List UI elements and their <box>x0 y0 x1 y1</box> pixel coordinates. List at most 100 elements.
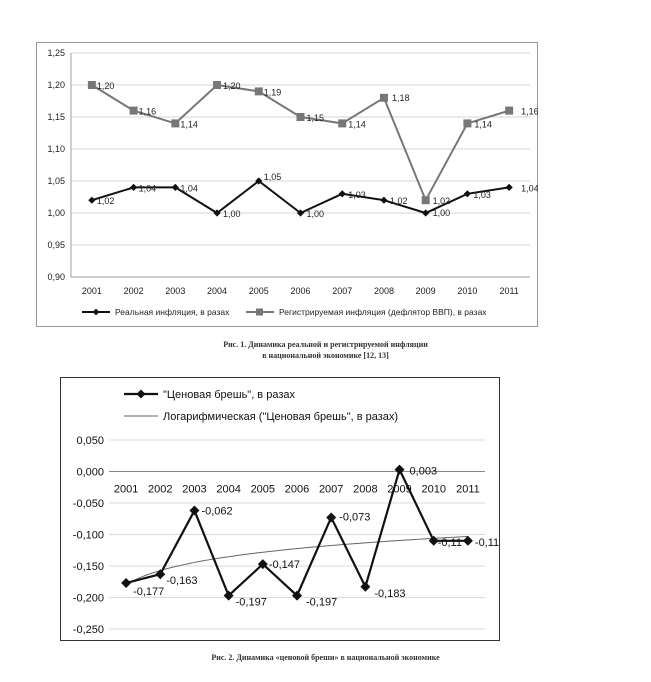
data-label: 1,02 <box>433 196 451 206</box>
data-point-square <box>463 119 472 128</box>
y-tick-label: 0,95 <box>47 240 65 250</box>
data-point-diamond <box>213 209 221 217</box>
data-label: 1,20 <box>97 81 115 91</box>
data-label: 1,14 <box>180 119 198 129</box>
data-label: -0,183 <box>374 588 405 600</box>
x-tick-label: 2010 <box>421 484 445 496</box>
legend-marker-square <box>256 308 263 316</box>
x-tick-label: 2007 <box>332 286 352 296</box>
x-tick-label: 2002 <box>124 286 144 296</box>
data-label: -0,197 <box>306 597 337 609</box>
data-point-square <box>505 106 514 115</box>
data-point-diamond <box>121 578 132 589</box>
data-label: 1,16 <box>521 107 538 117</box>
legend-label: Регистрируемая инфляция (дефлятор ВВП), … <box>279 307 487 317</box>
data-label: -0,073 <box>339 511 370 523</box>
data-label: 1,16 <box>139 107 157 117</box>
x-tick-label: 2008 <box>374 286 394 296</box>
data-point-diamond <box>171 183 179 191</box>
chart-frame <box>60 377 500 641</box>
data-point-diamond <box>428 535 439 546</box>
data-point-diamond <box>505 183 513 191</box>
data-point-diamond <box>380 196 388 204</box>
x-tick-label: 2001 <box>114 484 138 496</box>
figure-1-caption: Рис. 1. Динамика реальной и регистрируем… <box>0 339 651 361</box>
data-label: 1,14 <box>474 119 492 129</box>
data-label: 1,03 <box>348 190 366 200</box>
data-point-diamond <box>360 581 371 592</box>
data-label: 1,02 <box>390 196 408 206</box>
data-label: -0,177 <box>133 586 164 598</box>
x-tick-label: 2010 <box>457 286 477 296</box>
data-point-diamond <box>129 183 138 191</box>
data-point-square <box>171 119 180 128</box>
legend-label: Реальная инфляция, в разах <box>115 307 230 317</box>
x-tick-label: 2011 <box>499 286 518 296</box>
data-label: 1,04 <box>521 183 538 193</box>
y-tick-label: -0,200 <box>73 593 104 605</box>
data-point-diamond <box>223 590 234 601</box>
x-tick-label: 2011 <box>456 484 480 496</box>
figure-1-caption-line-1: Рис. 1. Динамика реальной и регистрируем… <box>223 340 428 349</box>
x-tick-label: 2006 <box>285 484 309 496</box>
y-tick-label: -0,100 <box>73 530 104 542</box>
y-tick-label: 1,25 <box>47 48 65 58</box>
data-point-square <box>338 119 347 128</box>
data-point-square <box>421 196 430 205</box>
data-point-square <box>129 106 138 115</box>
legend-marker-diamond <box>136 389 146 399</box>
data-point-diamond <box>422 209 430 217</box>
data-point-square <box>213 81 222 89</box>
legend-marker-diamond <box>92 308 100 316</box>
data-label: -0,062 <box>201 506 232 518</box>
data-label: -0,11 <box>475 537 499 549</box>
legend-label: Логарифмическая ("Ценовая брешь", в раза… <box>163 411 398 423</box>
price-gap-chart: 0,050 0,000 -0,050 -0,100 -0,150 -0,200 -0,250… <box>60 377 500 641</box>
data-label: 1,00 <box>307 209 325 219</box>
data-point-diamond <box>326 512 337 523</box>
x-tick-label: 2007 <box>319 484 343 496</box>
figure-2-caption: Рис. 2. Динамика «ценовой бреши» в нацио… <box>0 652 651 663</box>
y-tick-label: -0,050 <box>73 498 104 510</box>
data-point-diamond <box>462 535 473 546</box>
y-tick-label: 1,20 <box>47 80 65 90</box>
y-tick-label: 1,15 <box>47 112 65 122</box>
x-tick-label: 2003 <box>182 484 206 496</box>
data-point-diamond <box>155 569 166 580</box>
data-point-diamond <box>189 505 200 516</box>
data-point-square <box>87 81 96 89</box>
y-tick-label: 1,05 <box>47 176 65 186</box>
x-tick-label: 2005 <box>249 286 269 296</box>
data-label: 1,04 <box>139 183 157 193</box>
data-label: 1,00 <box>433 208 451 218</box>
data-label: -0,163 <box>166 575 197 587</box>
x-tick-label: 2001 <box>82 286 102 296</box>
y-tick-label: 0,050 <box>76 435 104 447</box>
data-label: 1,00 <box>223 209 241 219</box>
y-tick-label: 0,000 <box>76 467 104 479</box>
x-tick-label: 2004 <box>216 484 240 496</box>
x-tick-label: 2003 <box>165 286 185 296</box>
data-point-diamond <box>88 196 96 204</box>
legend-label: "Ценовая брешь", в разах <box>163 389 295 401</box>
data-label: 1,15 <box>307 113 325 123</box>
data-label: 1,14 <box>348 119 366 129</box>
data-label: 1,05 <box>264 172 282 182</box>
data-label: 1,20 <box>223 81 241 91</box>
inflation-chart: 1,25 1,20 1,15 1,10 1,05 1,00 0,95 0,90 2001 2002… <box>36 42 538 327</box>
x-tick-label: 2005 <box>251 484 275 496</box>
x-tick-label: 2002 <box>148 484 172 496</box>
data-point-diamond <box>338 190 346 198</box>
data-label: 0,003 <box>410 466 438 478</box>
x-tick-label: 2008 <box>353 484 377 496</box>
data-label: 1,02 <box>97 196 115 206</box>
y-tick-label: 0,90 <box>47 272 65 282</box>
y-tick-label: 1,00 <box>47 208 65 218</box>
trendline <box>125 535 468 585</box>
data-point-diamond <box>292 590 302 601</box>
data-point-square <box>296 113 305 121</box>
x-tick-label: 2009 <box>416 286 436 296</box>
chart-frame <box>36 42 538 327</box>
data-label: 1,19 <box>264 87 282 97</box>
data-point-diamond <box>296 209 305 217</box>
